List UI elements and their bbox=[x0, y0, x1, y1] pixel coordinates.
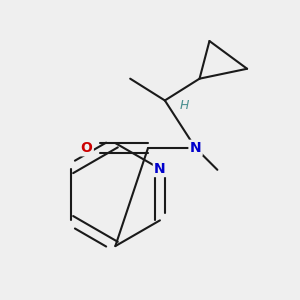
Text: N: N bbox=[154, 162, 166, 176]
Text: O: O bbox=[81, 141, 92, 155]
Text: H: H bbox=[180, 99, 189, 112]
Text: N: N bbox=[190, 141, 201, 155]
